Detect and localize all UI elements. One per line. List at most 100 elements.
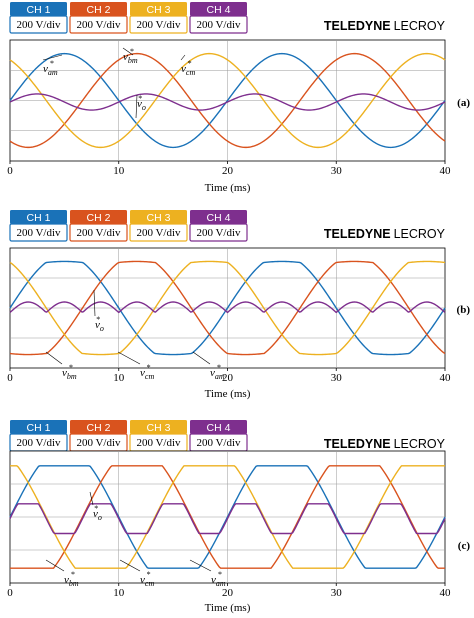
brand-bold: TELEDYNE <box>324 437 391 451</box>
annotation-label: vcm* <box>140 363 154 381</box>
annotation-sub: o <box>98 513 102 522</box>
x-tick-label: 30 <box>331 372 343 384</box>
annotation-leader <box>119 559 141 572</box>
channel-name: CH 3 <box>147 212 171 224</box>
annotation-base: v <box>181 63 186 75</box>
channel-name-box <box>10 210 67 224</box>
channel-name: CH 3 <box>147 422 171 434</box>
series-line-ch2 <box>9 52 446 149</box>
channel-name: CH 4 <box>207 212 231 224</box>
annotation-sup: * <box>96 315 100 324</box>
annotation-leader <box>42 54 63 61</box>
channel-name-box <box>130 210 187 224</box>
channel-scale: 200 V/div <box>16 227 61 239</box>
annotation-label: vo* <box>95 315 104 333</box>
channel-name: CH 2 <box>87 212 111 224</box>
brand-logo: TELEDYNE LECROY <box>324 19 446 33</box>
channel-scale-box <box>69 15 128 34</box>
annotation-sub: o <box>142 103 146 112</box>
channel-name-box <box>130 420 187 434</box>
channel-scale-box <box>9 223 68 242</box>
brand-bold: TELEDYNE <box>324 19 391 33</box>
channel-name: CH 4 <box>207 4 231 16</box>
x-tick-label: 30 <box>331 587 343 599</box>
channel-name: CH 2 <box>87 4 111 16</box>
annotation-leader <box>45 559 65 572</box>
series-line-ch1 <box>9 465 446 569</box>
series-line-ch2 <box>9 260 446 356</box>
channel-name: CH 4 <box>207 422 231 434</box>
channel-name-box <box>70 420 127 434</box>
annotation-label: vam* <box>210 363 225 381</box>
annotation-sub: am <box>48 68 58 77</box>
channel-scale-box <box>129 15 188 34</box>
x-tick-label: 30 <box>331 165 343 177</box>
annotation-sup: * <box>187 59 191 68</box>
series-line-ch3 <box>9 260 446 356</box>
annotation-sup: * <box>218 570 222 579</box>
x-tick-label: 10 <box>113 587 125 599</box>
channel-scale: 200 V/div <box>196 19 241 31</box>
annotation-label: vcm* <box>140 570 154 588</box>
x-tick-label: 40 <box>440 587 452 599</box>
channel-scale: 200 V/div <box>16 19 61 31</box>
channel-badge-4: CH 4 200 V/div <box>189 210 248 242</box>
panel-label: (c) <box>458 540 471 552</box>
channel-badge-2: CH 2 200 V/div <box>69 2 128 34</box>
brand-logo: TELEDYNE LECROY <box>324 437 446 451</box>
channel-scale: 200 V/div <box>136 437 181 449</box>
annotation-base: v <box>211 574 216 586</box>
channel-scale: 200 V/div <box>196 227 241 239</box>
panel-label: (a) <box>457 97 470 109</box>
channel-scale: 200 V/div <box>76 227 121 239</box>
channel-name-box <box>70 2 127 16</box>
annotation-label: vbm* <box>64 570 79 588</box>
channel-name: CH 1 <box>27 212 51 224</box>
annotation-base: v <box>93 508 98 520</box>
annotation-base: v <box>140 367 145 379</box>
annotation-sub: bm <box>67 372 77 381</box>
annotation-label: vcm* <box>181 59 195 77</box>
channel-name: CH 2 <box>87 422 111 434</box>
channel-scale-box <box>189 15 248 34</box>
channel-name: CH 3 <box>147 4 171 16</box>
brand-light: LECROY <box>394 437 446 451</box>
panel-label: (b) <box>457 304 471 316</box>
channel-name-box <box>190 210 247 224</box>
annotation-sub: o <box>100 324 104 333</box>
channel-badge-2: CH 2 200 V/div <box>69 420 128 452</box>
annotation-base: v <box>137 98 142 110</box>
x-tick-label: 10 <box>113 165 125 177</box>
channel-badge-4: CH 4 200 V/div <box>189 420 248 452</box>
annotation-label: vbm* <box>62 363 77 381</box>
channel-scale: 200 V/div <box>16 437 61 449</box>
x-axis-label: Time (ms) <box>205 388 251 400</box>
channel-badge-1: CH 1 200 V/div <box>9 210 68 242</box>
channel-badge-1: CH 1 200 V/div <box>9 420 68 452</box>
annotation-base: v <box>64 574 69 586</box>
annotation-sup: * <box>50 59 54 68</box>
x-tick-label: 10 <box>113 372 125 384</box>
annotation-label: vam* <box>43 59 58 77</box>
series-line-ch1 <box>9 260 446 356</box>
annotation-sub: cm <box>186 68 196 77</box>
x-axis-label: Time (ms) <box>205 602 251 614</box>
annotation-sub: cm <box>145 579 155 588</box>
channel-scale: 200 V/div <box>136 19 181 31</box>
x-tick-label: 20 <box>222 165 234 177</box>
annotation-sub: cm <box>145 372 155 381</box>
x-tick-label: 20 <box>222 372 234 384</box>
annotation-sup: * <box>146 363 150 372</box>
brand-bold: TELEDYNE <box>324 227 391 241</box>
series-line-ch4 <box>9 301 446 314</box>
x-tick-label: 0 <box>7 372 13 384</box>
annotation-base: v <box>140 574 145 586</box>
series-line-ch3 <box>10 465 445 569</box>
annotation-leader <box>117 351 141 365</box>
channel-scale: 200 V/div <box>136 227 181 239</box>
channel-scale: 200 V/div <box>76 19 121 31</box>
